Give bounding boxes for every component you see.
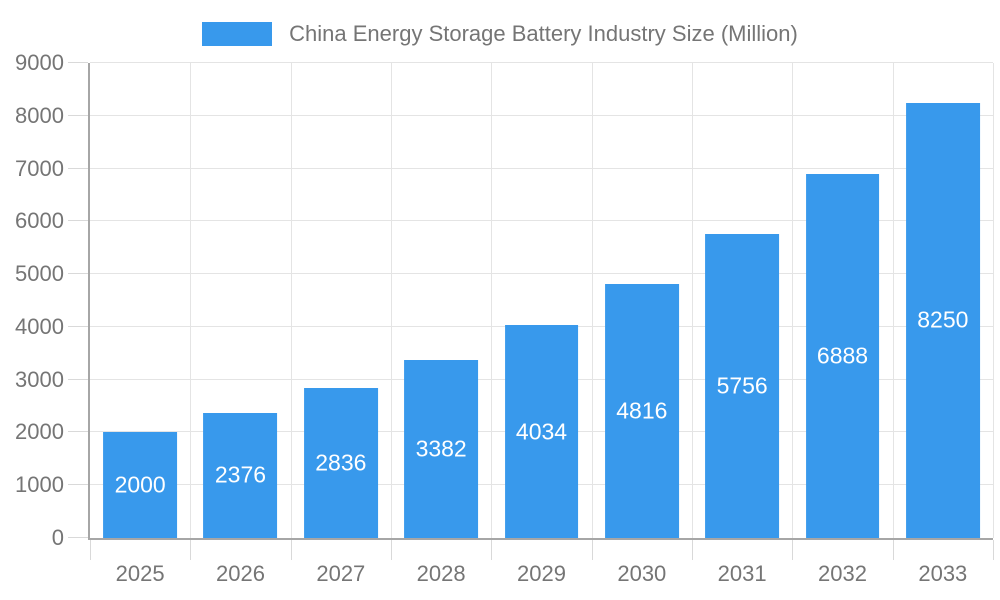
x-axis-label: 2025 — [115, 561, 165, 586]
y-axis-label: 7000 — [15, 155, 64, 181]
gridline-horizontal — [90, 220, 993, 222]
x-axis-label: 2027 — [316, 561, 366, 586]
bar[interactable]: 6888 — [805, 174, 880, 538]
gridline-horizontal — [90, 62, 993, 63]
bar[interactable]: 2376 — [203, 412, 278, 538]
y-axis-label: 4000 — [15, 313, 64, 339]
bar-value-label: 2836 — [315, 449, 367, 476]
y-axis-label: 8000 — [15, 102, 64, 128]
bar-value-label: 6888 — [816, 342, 869, 369]
gridline-horizontal — [90, 273, 993, 275]
x-axis-tick — [993, 540, 994, 560]
gridline-vertical — [591, 63, 593, 538]
y-axis-label: 1000 — [15, 472, 64, 498]
x-axis-tick — [390, 540, 392, 560]
y-axis-tick — [68, 114, 88, 116]
x-axis-tick — [691, 540, 693, 560]
x-axis-tick — [591, 540, 593, 560]
y-axis-tick — [68, 273, 88, 275]
legend[interactable]: China Energy Storage Battery Industry Si… — [0, 21, 1000, 47]
bar-value-label: 3382 — [415, 435, 467, 462]
gridline-vertical — [190, 63, 192, 538]
bar-value-label: 4034 — [515, 418, 568, 445]
x-axis-label: 2030 — [617, 561, 667, 586]
x-axis-label: 2032 — [818, 561, 867, 586]
bar[interactable]: 5756 — [705, 234, 780, 538]
bar[interactable]: 3382 — [404, 359, 479, 538]
x-axis-tick — [491, 540, 493, 560]
bar-value-label: 2000 — [114, 471, 166, 498]
gridline-vertical — [792, 63, 794, 538]
plot-area: 0 1000 2000 3000 4000 5000 6000 7000 8000 9000 200… — [15, 52, 994, 585]
x-axis-label: 2028 — [416, 561, 466, 586]
x-axis-tick — [190, 540, 192, 560]
y-axis-label: 9000 — [15, 50, 64, 75]
bar-value-label: 8250 — [917, 306, 969, 333]
gridline-vertical — [691, 63, 693, 538]
y-axis-tick — [68, 167, 88, 169]
gridline-vertical — [993, 63, 994, 538]
x-axis-tick — [90, 540, 91, 560]
x-axis-tick — [892, 540, 894, 560]
x-axis-label: 2031 — [717, 561, 767, 586]
y-axis-label: 5000 — [15, 261, 64, 287]
bar-value-label: 5756 — [716, 372, 768, 399]
y-axis-tick — [68, 325, 88, 327]
gridline-vertical — [290, 63, 292, 538]
bar[interactable]: 4034 — [504, 325, 579, 538]
gridline-horizontal — [90, 167, 993, 169]
x-axis-label: 2026 — [216, 561, 265, 586]
bar[interactable]: 8250 — [905, 102, 980, 538]
gridline-horizontal — [90, 114, 993, 116]
y-axis-tick — [68, 378, 88, 380]
y-axis-tick — [68, 431, 88, 433]
gridline-vertical — [892, 63, 894, 538]
y-axis-tick — [68, 484, 88, 486]
x-axis-label: 2033 — [918, 561, 968, 586]
bar[interactable]: 2836 — [303, 388, 378, 538]
x-axis-tick — [290, 540, 292, 560]
legend-swatch-icon — [202, 22, 273, 46]
bar-value-label: 4816 — [616, 397, 668, 424]
bar[interactable]: 2000 — [103, 432, 178, 538]
y-axis-label: 0 — [51, 525, 64, 550]
bar-value-label: 2376 — [214, 461, 267, 488]
legend-label: China Energy Storage Battery Industry Si… — [289, 21, 798, 46]
y-axis-tick — [68, 220, 88, 222]
y-axis-label: 3000 — [15, 366, 64, 392]
y-axis-label: 6000 — [15, 208, 64, 234]
gridline-vertical — [491, 63, 493, 538]
y-axis-label: 2000 — [15, 419, 64, 445]
y-axis-tick — [68, 537, 88, 538]
y-axis-tick — [68, 62, 88, 63]
x-axis-label: 2029 — [517, 561, 566, 586]
gridline-vertical — [390, 63, 392, 538]
bar[interactable]: 4816 — [604, 283, 679, 538]
x-axis-tick — [792, 540, 794, 560]
